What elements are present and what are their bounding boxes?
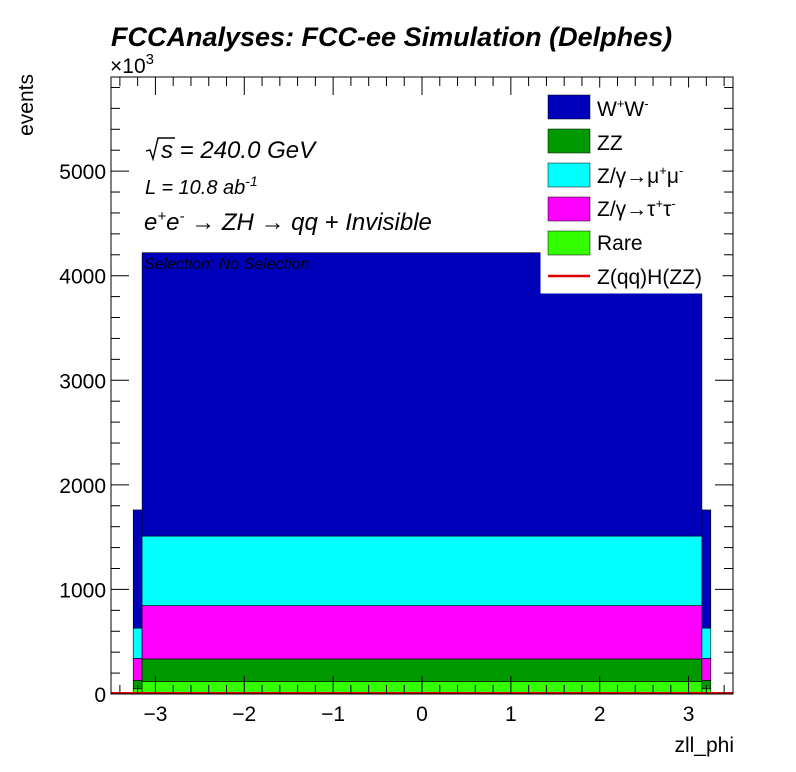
x-tick-label: 3: [683, 703, 695, 726]
legend-label-zz: ZZ: [597, 132, 623, 155]
axis-tick-labels: −3 −2 −1 0 1 2 3 0 1000 2000 3000 4000 5000: [59, 161, 694, 726]
legend-entry-zmumu: Z/γ→μ+μ-: [547, 162, 683, 188]
y-tick-label: 4000: [59, 266, 106, 289]
legend-swatch-rare: [547, 230, 591, 256]
y-tick-label: 2000: [59, 475, 106, 498]
y-tick-label: 0: [94, 684, 106, 707]
bar-ww-bin-0: [132, 509, 143, 629]
y-tick-label: 5000: [59, 161, 106, 184]
legend-label-signal: Z(qq)H(ZZ): [597, 266, 702, 289]
y-tick-label: 1000: [59, 579, 106, 602]
bar-ww-bin-2: [701, 509, 712, 629]
x-axis-label: zll_phi: [674, 734, 734, 757]
legend-entry-ww: W+W-: [547, 94, 649, 121]
selection-annotation: Selection: No Selection: [144, 256, 310, 273]
bar-z-bin-1: [141, 535, 703, 606]
legend-entry-zz: ZZ: [547, 128, 623, 155]
bar-z-bin-0: [132, 658, 143, 681]
luminosity-annotation: L = 10.8 ab-1: [145, 173, 258, 199]
legend-label-rare: Rare: [597, 232, 643, 255]
legend-entry-signal: Z(qq)H(ZZ): [548, 266, 702, 289]
legend-swatch-zz: [547, 128, 591, 154]
sqrt-symbol: [145, 137, 175, 162]
bar-z-bin-2: [701, 627, 712, 659]
legend-label-ww: W+W-: [597, 96, 649, 121]
x-tick-label: −2: [232, 703, 256, 726]
y-axis-exponent: ×103: [110, 51, 154, 78]
x-tick-label: 1: [505, 703, 517, 726]
y-tick-label: 3000: [59, 370, 106, 393]
legend-swatch-ztautau: [547, 196, 591, 222]
x-tick-label: −3: [143, 703, 167, 726]
legend-swatch-zmumu: [547, 162, 591, 188]
legend-label-zmumu: Z/γ→μ+μ-: [597, 163, 683, 188]
bar-ww-bin-1: [141, 252, 703, 537]
sqrt-s-annotation: s = 240.0 GeV: [145, 137, 317, 164]
x-tick-label: −1: [321, 703, 345, 726]
legend-entry-ztautau: Z/γ→τ+τ-: [547, 196, 676, 222]
plot-frame: [110, 76, 734, 695]
x-tick-label: 0: [416, 703, 428, 726]
axis-ticks: [111, 77, 733, 695]
y-axis-label: events: [15, 74, 38, 136]
svg-text:s = 240.0 GeV: s = 240.0 GeV: [161, 137, 317, 164]
bar-z-bin-1: [141, 605, 703, 660]
legend-box: [540, 87, 723, 294]
chart-title: FCCAnalyses: FCC-ee Simulation (Delphes): [111, 22, 672, 52]
legend-label-ztautau: Z/γ→τ+τ-: [597, 196, 676, 221]
histogram-bars: [132, 252, 712, 695]
bar-z-bin-0: [132, 627, 143, 659]
bar-z-bin-2: [701, 658, 712, 681]
legend: W+W- ZZ Z/γ→μ+μ- Z/γ→τ+τ- Rare Z(qq)H(ZZ…: [540, 87, 723, 294]
legend-swatch-ww: [547, 94, 591, 120]
process-annotation: e+e- → ZH → qq + Invisible: [144, 208, 432, 236]
legend-entry-rare: Rare: [547, 230, 643, 256]
x-tick-label: 2: [594, 703, 606, 726]
